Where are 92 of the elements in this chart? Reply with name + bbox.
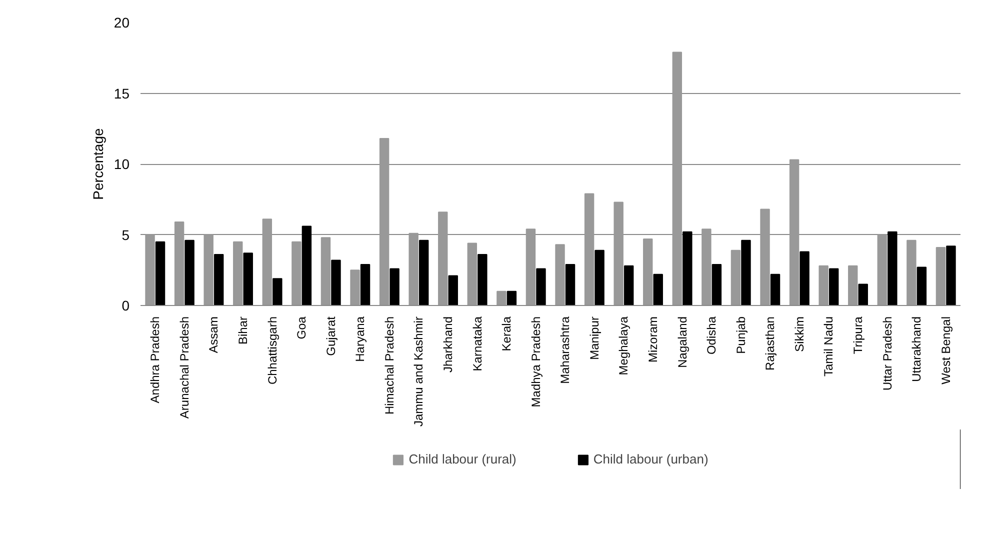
bar bbox=[145, 234, 155, 306]
y-tick-label: 15 bbox=[114, 85, 130, 102]
legend-label: Child labour (rural) bbox=[408, 452, 516, 466]
bar bbox=[360, 264, 370, 306]
bar bbox=[916, 266, 927, 306]
x-tick-label: Mizoram bbox=[646, 316, 660, 362]
x-tick-label: Jammu and Kashmir bbox=[412, 316, 426, 427]
x-tick-label: Gujarat bbox=[324, 316, 338, 356]
bar bbox=[448, 275, 458, 306]
bar bbox=[506, 290, 517, 306]
bar bbox=[946, 246, 956, 306]
bar bbox=[438, 212, 448, 306]
bar bbox=[712, 264, 722, 306]
bar bbox=[174, 222, 184, 306]
x-tick-label: Uttarakhand bbox=[910, 316, 924, 382]
bar bbox=[526, 228, 536, 306]
x-tick-label: Goa bbox=[294, 316, 309, 340]
bar bbox=[331, 260, 341, 306]
x-tick-label: Chhattisgarh bbox=[265, 316, 280, 385]
bar bbox=[858, 284, 868, 306]
bar bbox=[418, 240, 429, 306]
bar bbox=[643, 238, 653, 306]
x-tick-label: Jharkhand bbox=[441, 316, 455, 373]
x-tick-label: Arunachal Pradesh bbox=[177, 316, 192, 419]
x-tick-label: Andhra Pradesh bbox=[148, 316, 162, 404]
bar bbox=[262, 218, 272, 306]
y-tick-label: 0 bbox=[122, 298, 130, 314]
bar bbox=[741, 240, 751, 306]
bar bbox=[565, 264, 576, 306]
bar bbox=[888, 231, 898, 306]
bar bbox=[584, 193, 594, 306]
bar bbox=[653, 274, 663, 306]
y-tick-label: 20 bbox=[114, 14, 130, 30]
x-tick-label: Bihar bbox=[236, 316, 250, 345]
bar bbox=[770, 274, 780, 306]
y-axis-title: Percentage bbox=[90, 128, 106, 200]
x-tick-label: Tamil Nadu bbox=[822, 316, 836, 377]
bar bbox=[828, 268, 839, 306]
x-tick-label: Maharashtra bbox=[558, 316, 572, 384]
x-tick-label: Punjab bbox=[734, 316, 748, 354]
bar bbox=[672, 52, 682, 306]
x-tick-label: Uttar Pradesh bbox=[880, 316, 894, 391]
bar bbox=[624, 265, 634, 306]
x-tick-label: West Bengal bbox=[938, 316, 953, 384]
bar bbox=[302, 226, 312, 306]
x-tick-label: Odisha bbox=[704, 316, 719, 355]
x-tick-label: Assam bbox=[206, 316, 221, 354]
bar bbox=[350, 270, 360, 306]
bar bbox=[214, 254, 224, 306]
bar bbox=[496, 290, 506, 306]
bar bbox=[379, 138, 390, 306]
x-tick-label: Karnataka bbox=[470, 316, 484, 372]
bar bbox=[848, 265, 858, 306]
bar bbox=[877, 234, 888, 306]
bar bbox=[730, 250, 741, 306]
x-tick-label: Sikkim bbox=[792, 316, 806, 352]
bar bbox=[272, 278, 282, 306]
x-tick-label: Manipur bbox=[587, 316, 602, 360]
bar bbox=[800, 251, 810, 306]
x-tick-label: Meghalaya bbox=[616, 316, 631, 376]
bar bbox=[390, 268, 400, 306]
x-tick-label: Nagaland bbox=[675, 316, 690, 368]
x-tick-label: Himachal Pradesh bbox=[382, 316, 396, 415]
bar bbox=[184, 240, 194, 306]
bar bbox=[594, 250, 604, 306]
bar bbox=[789, 159, 800, 306]
x-tick-label: Madhya Pradesh bbox=[528, 316, 543, 408]
bar bbox=[467, 242, 478, 306]
bar bbox=[818, 265, 828, 306]
bar bbox=[478, 254, 488, 306]
bar bbox=[155, 241, 166, 306]
bar bbox=[233, 241, 243, 306]
x-tick-label: Kerala bbox=[500, 316, 514, 352]
bar bbox=[536, 268, 546, 306]
bar bbox=[702, 228, 712, 306]
x-tick-label: Rajasthan bbox=[763, 316, 778, 371]
bar bbox=[320, 237, 331, 306]
x-tick-label: Haryana bbox=[353, 316, 368, 362]
bar bbox=[408, 232, 418, 306]
bar bbox=[760, 208, 770, 306]
y-tick-label: 5 bbox=[122, 226, 130, 243]
bar bbox=[243, 252, 253, 306]
bar bbox=[906, 240, 916, 306]
bar bbox=[204, 234, 214, 306]
bar bbox=[936, 246, 946, 306]
bar bbox=[682, 231, 692, 306]
bar bbox=[614, 202, 624, 306]
y-tick-label: 10 bbox=[114, 156, 130, 172]
bar bbox=[292, 241, 302, 306]
x-tick-label: Tripura bbox=[851, 316, 865, 354]
bar bbox=[555, 244, 565, 306]
legend-label: Child labour (urban) bbox=[593, 452, 708, 466]
